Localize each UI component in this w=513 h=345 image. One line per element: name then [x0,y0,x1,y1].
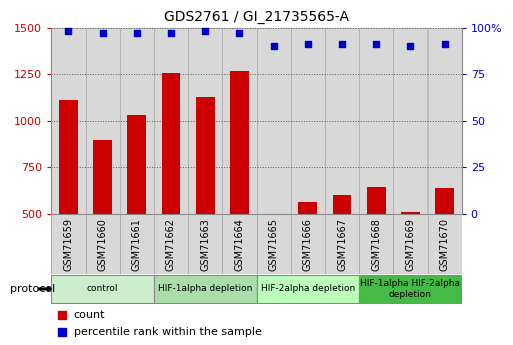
Point [133,30,141,36]
Point [57,329,66,335]
Bar [93,140,112,214]
FancyBboxPatch shape [427,214,462,274]
Point [201,29,209,34]
Point [441,42,449,47]
FancyBboxPatch shape [256,214,291,274]
Text: GSM71662: GSM71662 [166,218,176,270]
Bar [325,28,359,214]
Bar [256,28,291,214]
Bar [393,28,427,214]
Bar [162,73,181,214]
FancyBboxPatch shape [51,214,86,274]
FancyBboxPatch shape [120,214,154,274]
Text: GSM71664: GSM71664 [234,218,244,270]
Text: percentile rank within the sample: percentile rank within the sample [74,327,262,337]
Text: GSM71665: GSM71665 [269,218,279,270]
Text: HIF-1alpha depletion: HIF-1alpha depletion [158,284,252,294]
Point [406,43,415,49]
Text: GSM71660: GSM71660 [97,218,108,270]
Text: GSM71661: GSM71661 [132,218,142,270]
FancyBboxPatch shape [188,214,222,274]
Point [98,30,107,36]
Bar [332,195,351,214]
Text: HIF-2alpha depletion: HIF-2alpha depletion [261,284,355,294]
Bar [154,28,188,214]
Point [64,29,72,34]
FancyBboxPatch shape [154,275,256,303]
Bar [196,97,214,214]
FancyBboxPatch shape [359,214,393,274]
Text: control: control [87,284,119,294]
Text: GSM71667: GSM71667 [337,218,347,270]
FancyBboxPatch shape [222,214,256,274]
Text: GSM71669: GSM71669 [405,218,416,270]
Bar [230,71,249,214]
Point [372,42,380,47]
Text: GSM71666: GSM71666 [303,218,313,270]
Bar [188,28,222,214]
Point [269,43,278,49]
FancyBboxPatch shape [256,275,359,303]
Bar [222,28,256,214]
Bar [367,187,386,214]
Text: HIF-1alpha HIF-2alpha
depletion: HIF-1alpha HIF-2alpha depletion [361,279,460,299]
Bar [291,28,325,214]
Text: GSM71663: GSM71663 [200,218,210,270]
Text: GSM71668: GSM71668 [371,218,381,270]
Point [338,42,346,47]
Bar [299,202,317,214]
Bar [435,188,454,214]
Bar [401,212,420,214]
Bar [127,115,146,214]
FancyBboxPatch shape [393,214,427,274]
Bar [86,28,120,214]
Bar [51,28,86,214]
Bar [427,28,462,214]
Text: GSM71659: GSM71659 [64,218,73,270]
FancyBboxPatch shape [86,214,120,274]
FancyBboxPatch shape [291,214,325,274]
Bar [359,28,393,214]
Bar [59,100,78,214]
Bar [120,28,154,214]
FancyBboxPatch shape [51,275,154,303]
Point [235,30,244,36]
Text: GDS2761 / GI_21735565-A: GDS2761 / GI_21735565-A [164,10,349,24]
Text: protocol: protocol [10,284,55,294]
FancyBboxPatch shape [154,214,188,274]
FancyBboxPatch shape [325,214,359,274]
Point [304,42,312,47]
FancyBboxPatch shape [359,275,462,303]
Text: GSM71670: GSM71670 [440,218,449,270]
Point [167,30,175,36]
Point [57,312,66,317]
Text: count: count [74,310,105,320]
